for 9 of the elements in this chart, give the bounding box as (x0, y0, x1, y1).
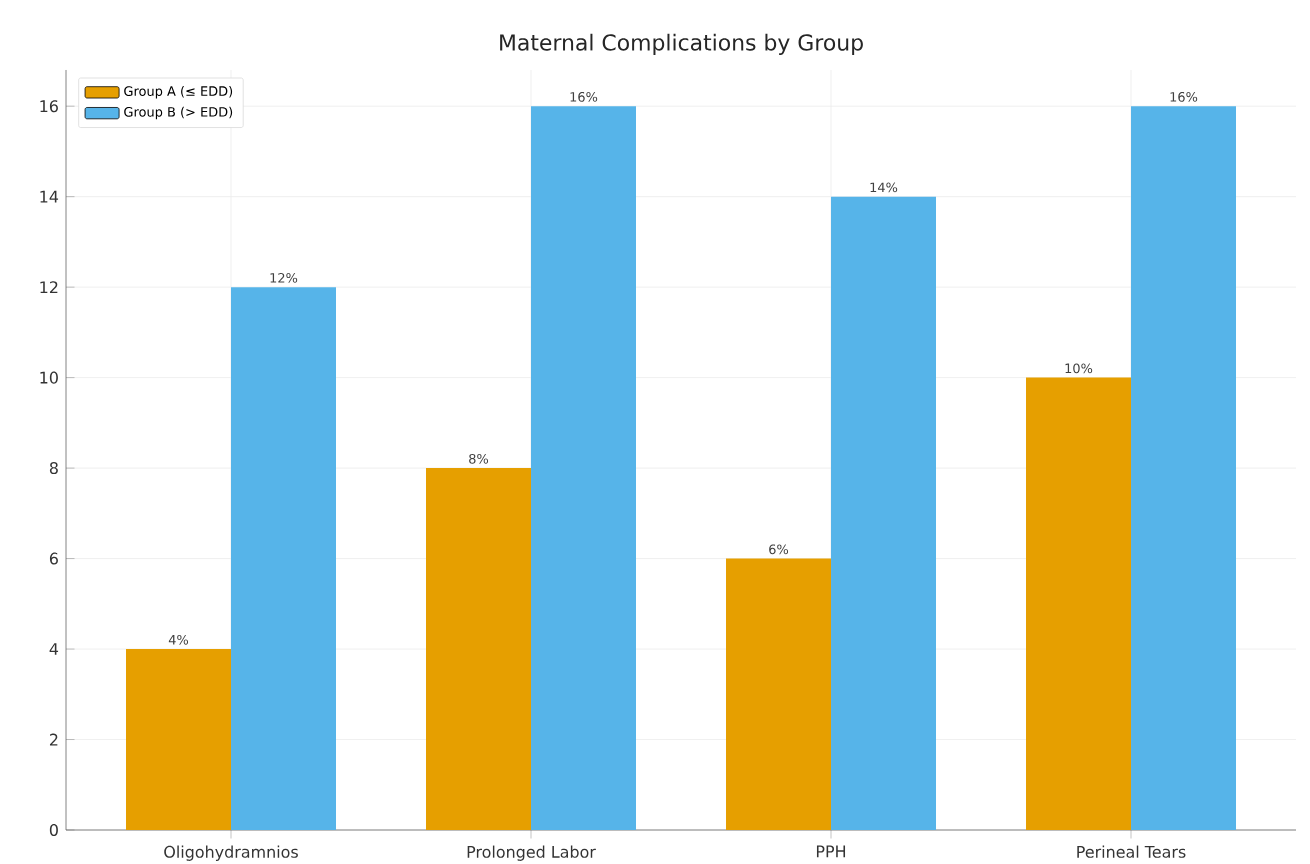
bar (726, 558, 832, 830)
bar (426, 468, 531, 830)
bar (231, 287, 336, 830)
bar (531, 106, 636, 830)
chart-title: Maternal Complications by Group (500, 33, 863, 55)
bar (831, 196, 937, 830)
bar (1026, 377, 1132, 830)
bar (126, 649, 231, 830)
bar (1131, 106, 1237, 830)
